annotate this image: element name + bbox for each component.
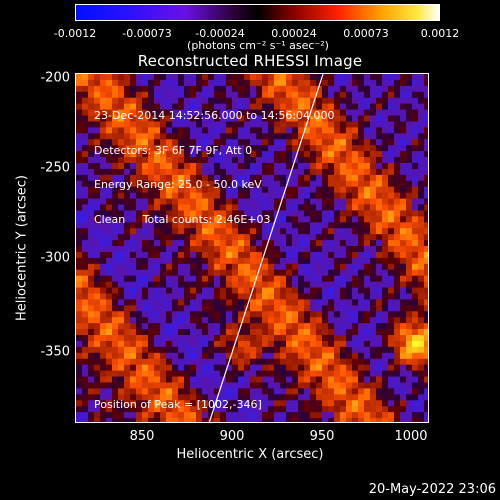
detectors-info: Detectors: 3F 6F 7F 9F, Att 0 — [94, 143, 253, 157]
heatmap-image — [76, 74, 428, 422]
y-tick-label: -250 — [40, 160, 70, 176]
y-tick-label: -350 — [40, 344, 70, 360]
solar-limb-line — [208, 74, 324, 422]
plot-area — [75, 73, 429, 423]
peak-position: Position of Peak = [1002,-346] — [94, 398, 262, 411]
colorbar-tick-label: -0.0012 — [53, 27, 97, 40]
x-tick-label: 900 — [219, 429, 245, 444]
colorbar-tick-label: 0.0012 — [420, 27, 460, 40]
y-tick-label: -300 — [40, 250, 70, 266]
x-tick-label: 950 — [309, 429, 335, 444]
colorbar-units: (photons cm⁻² s⁻¹ asec⁻²) — [187, 39, 329, 52]
energy-range: Energy Range: 25.0 - 50.0 keV — [94, 178, 262, 191]
colorbar-tick-label: 0.00024 — [271, 27, 317, 40]
chart-title: Reconstructed RHESSI Image — [137, 52, 363, 70]
colorbar — [75, 4, 440, 21]
x-tick-label: 850 — [129, 429, 155, 444]
observation-time: 23-Dec-2014 14:52:56.000 to 14:56:04.000 — [94, 109, 335, 122]
y-axis-label: Heliocentric Y (arcsec) — [14, 175, 30, 321]
clean-total-counts: Clean Total counts: 2.46E+03 — [94, 212, 271, 226]
x-tick-label: 1000 — [394, 429, 428, 444]
colorbar-tick-label: -0.00073 — [122, 27, 172, 40]
observation-info: 23-Dec-2014 14:52:56.000 to 14:56:04.000… — [94, 87, 335, 237]
colorbar-tick-label: -0.00024 — [195, 27, 245, 40]
x-axis-label: Heliocentric X (arcsec) — [176, 447, 324, 462]
y-tick-label: -200 — [40, 70, 70, 86]
colorbar-tick-label: 0.00073 — [343, 27, 389, 40]
footer-date: 20-May-2022 23:06 — [368, 482, 496, 497]
